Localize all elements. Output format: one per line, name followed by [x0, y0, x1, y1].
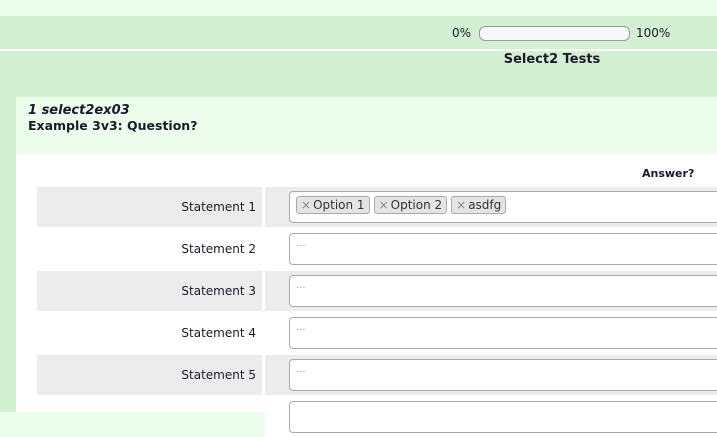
placeholder: ...	[296, 322, 306, 333]
question-header: 1 select2ex03 Example 3v3: Question?	[16, 97, 717, 154]
question-text: Example 3v3: Question?	[28, 118, 198, 133]
chip-label: Option 2	[390, 198, 443, 212]
divider	[0, 49, 717, 51]
table-row: Statement 1 × Option 1 × Option 2 × asdfg	[37, 187, 717, 227]
statement-label: Statement 4	[181, 326, 256, 340]
remove-icon[interactable]: ×	[456, 198, 467, 212]
multi-select-input[interactable]: ...	[289, 317, 717, 349]
table-row: Statement 3...	[37, 271, 717, 311]
answer-cell: ...	[265, 313, 717, 353]
question-code: 1 select2ex03	[28, 103, 130, 118]
statement-label: Statement 3	[37, 271, 262, 311]
survey-header	[0, 51, 717, 97]
multi-select-input[interactable]	[289, 401, 717, 433]
survey-title: Select2 Tests	[503, 52, 601, 67]
answer-cell: ...	[265, 229, 717, 269]
chip-label: Option 1	[313, 198, 365, 212]
multi-select-input[interactable]: ...	[289, 359, 717, 391]
statement-label: Statement 1	[37, 187, 262, 227]
answer-cell: ...	[265, 355, 717, 395]
multi-select-input[interactable]: ...	[289, 275, 717, 307]
progress-max-label: 100%	[636, 26, 671, 40]
multi-select-input[interactable]: ...	[289, 233, 717, 265]
placeholder: ...	[296, 238, 306, 249]
progress-min-label: 0%	[452, 26, 472, 40]
answer-column-header: Answer?	[642, 167, 695, 180]
selected-chip: × Option 2	[373, 196, 448, 214]
answer-cell: ...	[265, 271, 717, 311]
left-strip	[0, 97, 16, 412]
remove-icon[interactable]: ×	[378, 198, 389, 212]
placeholder: ...	[296, 280, 306, 291]
table-row: Statement 5...	[37, 355, 717, 395]
table-row	[37, 397, 717, 437]
chip-label: asdfg	[468, 198, 502, 212]
answer-cell	[265, 397, 717, 437]
multi-select-input[interactable]: × Option 1 × Option 2 × asdfg	[289, 191, 717, 223]
selected-chip: × asdfg	[451, 196, 507, 214]
remove-icon[interactable]: ×	[301, 198, 312, 212]
selected-chip: × Option 1	[296, 196, 370, 214]
placeholder: ...	[296, 364, 306, 375]
answer-cell: × Option 1 × Option 2 × asdfg	[265, 187, 717, 227]
table-row: Statement 2...	[37, 229, 717, 269]
statement-label: Statement 5	[37, 355, 262, 395]
statement-label: Statement 2	[181, 242, 256, 256]
progress-bar	[479, 26, 630, 41]
table-row: Statement 4...	[37, 313, 717, 353]
